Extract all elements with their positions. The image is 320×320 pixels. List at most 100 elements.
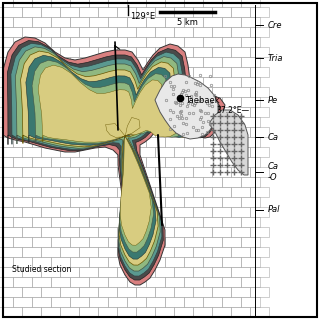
- Bar: [155, 167, 174, 177]
- Bar: [212, 167, 231, 177]
- Bar: [3, 47, 22, 57]
- Bar: [203, 37, 222, 47]
- Bar: [174, 267, 193, 277]
- Bar: [3, 107, 22, 117]
- Bar: [98, 227, 117, 237]
- Bar: [203, 0, 222, 7]
- Bar: [22, 227, 41, 237]
- Bar: [108, 117, 127, 127]
- Bar: [203, 157, 222, 167]
- Bar: [193, 107, 212, 117]
- Bar: [32, 37, 51, 47]
- Bar: [193, 307, 212, 317]
- Bar: [174, 287, 193, 297]
- Bar: [155, 47, 174, 57]
- Bar: [184, 277, 203, 287]
- Bar: [117, 87, 136, 97]
- Bar: [22, 187, 41, 197]
- Bar: [165, 177, 184, 187]
- Bar: [0, 97, 13, 107]
- Bar: [250, 67, 269, 77]
- Bar: [193, 227, 212, 237]
- Bar: [212, 187, 231, 197]
- Bar: [231, 187, 250, 197]
- Bar: [203, 97, 222, 107]
- Polygon shape: [155, 74, 218, 139]
- Bar: [41, 147, 60, 157]
- Bar: [241, 137, 260, 147]
- Bar: [127, 237, 146, 247]
- Bar: [0, 237, 13, 247]
- Bar: [231, 307, 250, 317]
- Bar: [184, 297, 203, 307]
- Bar: [0, 37, 13, 47]
- Bar: [51, 57, 70, 67]
- Bar: [222, 137, 241, 147]
- Bar: [127, 77, 146, 87]
- Bar: [155, 147, 174, 157]
- Bar: [41, 287, 60, 297]
- Bar: [165, 217, 184, 227]
- Bar: [108, 77, 127, 87]
- Bar: [193, 287, 212, 297]
- Bar: [155, 267, 174, 277]
- Bar: [136, 187, 155, 197]
- Bar: [60, 187, 79, 197]
- Bar: [117, 207, 136, 217]
- Bar: [41, 167, 60, 177]
- Bar: [174, 167, 193, 177]
- Bar: [136, 287, 155, 297]
- Bar: [98, 207, 117, 217]
- Bar: [117, 187, 136, 197]
- Bar: [3, 227, 22, 237]
- Bar: [32, 237, 51, 247]
- Bar: [98, 27, 117, 37]
- Bar: [41, 107, 60, 117]
- Bar: [51, 137, 70, 147]
- Text: 37.2°E—: 37.2°E—: [217, 106, 250, 115]
- Bar: [146, 277, 165, 287]
- Bar: [0, 0, 13, 7]
- Bar: [231, 47, 250, 57]
- Text: 5 km: 5 km: [177, 18, 197, 27]
- Bar: [146, 77, 165, 87]
- Bar: [89, 297, 108, 307]
- Bar: [203, 137, 222, 147]
- Bar: [108, 277, 127, 287]
- Bar: [117, 307, 136, 317]
- Bar: [136, 247, 155, 257]
- Bar: [108, 257, 127, 267]
- Bar: [165, 137, 184, 147]
- Bar: [108, 297, 127, 307]
- Bar: [89, 77, 108, 87]
- Bar: [70, 157, 89, 167]
- Bar: [231, 147, 250, 157]
- Bar: [22, 167, 41, 177]
- Bar: [79, 7, 98, 17]
- Bar: [155, 227, 174, 237]
- Bar: [3, 127, 22, 137]
- Bar: [22, 267, 41, 277]
- Bar: [70, 0, 89, 7]
- Bar: [146, 37, 165, 47]
- Bar: [193, 27, 212, 37]
- Bar: [3, 167, 22, 177]
- Bar: [89, 17, 108, 27]
- Bar: [155, 27, 174, 37]
- Bar: [155, 7, 174, 17]
- Bar: [32, 297, 51, 307]
- Bar: [98, 187, 117, 197]
- Bar: [146, 217, 165, 227]
- Bar: [32, 277, 51, 287]
- Bar: [51, 97, 70, 107]
- Bar: [98, 67, 117, 77]
- Bar: [212, 127, 231, 137]
- Bar: [136, 147, 155, 157]
- Bar: [41, 67, 60, 77]
- Bar: [222, 297, 241, 307]
- Bar: [231, 227, 250, 237]
- Bar: [146, 137, 165, 147]
- Bar: [32, 97, 51, 107]
- Bar: [250, 247, 269, 257]
- Bar: [79, 127, 98, 137]
